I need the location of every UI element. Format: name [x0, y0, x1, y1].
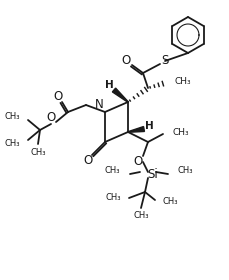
- Text: O: O: [83, 153, 92, 167]
- Text: O: O: [53, 90, 62, 102]
- Text: CH₃: CH₃: [30, 148, 46, 157]
- Text: N: N: [94, 97, 103, 111]
- Text: CH₃: CH₃: [104, 165, 120, 174]
- Text: CH₃: CH₃: [105, 193, 120, 202]
- Text: O: O: [133, 155, 142, 167]
- Text: H: H: [104, 80, 113, 90]
- Text: CH₃: CH₃: [5, 111, 20, 120]
- Text: H: H: [144, 121, 153, 131]
- Text: CH₃: CH₃: [177, 165, 193, 174]
- Text: Si: Si: [147, 167, 158, 181]
- Polygon shape: [112, 88, 128, 102]
- Text: CH₃: CH₃: [162, 197, 178, 207]
- Text: O: O: [121, 53, 130, 67]
- Text: O: O: [46, 111, 55, 123]
- Text: S: S: [161, 53, 168, 67]
- Text: CH₃: CH₃: [174, 76, 191, 85]
- Polygon shape: [127, 127, 144, 132]
- Text: CH₃: CH₃: [172, 127, 189, 137]
- Text: CH₃: CH₃: [5, 139, 20, 148]
- Text: CH₃: CH₃: [133, 211, 148, 221]
